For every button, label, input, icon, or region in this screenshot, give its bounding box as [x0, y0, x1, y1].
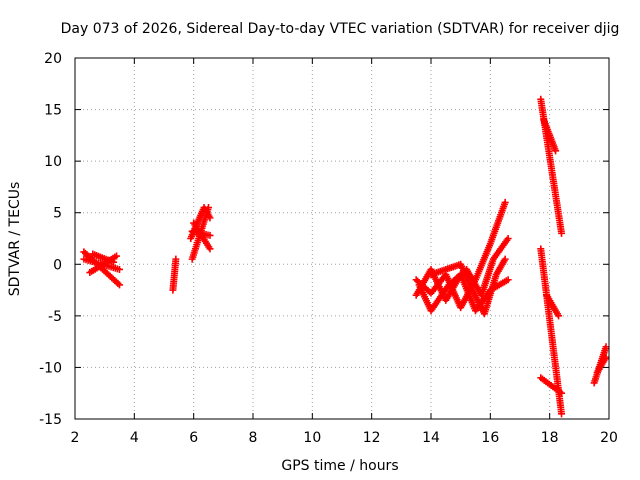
- y-tick-label: 0: [53, 257, 62, 273]
- data-point: [504, 276, 512, 284]
- x-tick-label: 18: [541, 430, 559, 446]
- x-tick-label: 2: [71, 430, 80, 446]
- data-point: [555, 312, 563, 320]
- x-tick-label: 16: [481, 430, 499, 446]
- y-tick-label: -15: [39, 412, 62, 428]
- y-tick-label: 5: [53, 206, 62, 222]
- y-tick-label: 10: [44, 154, 62, 170]
- y-tick-label: 20: [44, 51, 62, 67]
- series-arc-c4: [188, 227, 214, 239]
- series-arc-e1: [537, 95, 566, 237]
- x-tick-label: 14: [422, 430, 440, 446]
- plot-frame: [74, 57, 610, 420]
- y-tick-label: 15: [44, 103, 62, 119]
- series-arc-e3: [537, 245, 566, 418]
- data-point: [206, 214, 214, 222]
- data-point: [602, 343, 610, 351]
- grid-lines: [75, 58, 609, 419]
- data-point: [501, 255, 509, 263]
- data-point: [110, 258, 118, 266]
- x-tick-label: 4: [130, 430, 139, 446]
- chart-title: Day 073 of 2026, Sidereal Day-to-day VTE…: [61, 21, 620, 37]
- x-tick-label: 8: [249, 430, 258, 446]
- data-point: [558, 410, 566, 418]
- data-point: [206, 231, 214, 239]
- data-point: [552, 147, 560, 155]
- series-arc-b1: [169, 255, 180, 294]
- series-arc-f2: [593, 353, 610, 377]
- data-point: [113, 252, 121, 260]
- x-tick-label: 6: [189, 430, 198, 446]
- x-tick-label: 12: [363, 430, 381, 446]
- y-axis-label: SDTVAR / TECUs: [7, 182, 23, 297]
- data-point: [206, 245, 214, 253]
- y-tick-label: -10: [39, 360, 62, 376]
- series-arc-d4: [427, 255, 509, 318]
- data-point: [116, 281, 123, 289]
- data-point: [558, 229, 566, 237]
- data-point: [504, 235, 512, 242]
- series-arc-a4: [89, 250, 118, 266]
- series-arc-e2: [540, 116, 560, 155]
- data-point: [116, 265, 123, 273]
- data-point: [558, 389, 566, 397]
- axis-ticks: 2 4 6 8 10 12 14 16 18 20 -15 -10 -5 0 5 10 15 20: [39, 51, 618, 446]
- series-arc-e4: [543, 291, 563, 320]
- data-point: [602, 353, 610, 361]
- x-axis-label: GPS time / hours: [281, 458, 398, 474]
- x-tick-label: 10: [303, 430, 321, 446]
- data-point: [172, 255, 180, 263]
- series-arc-e5: [537, 374, 566, 397]
- x-tick-label: 20: [600, 430, 618, 446]
- y-tick-label: -5: [48, 309, 62, 325]
- series-arc-d3: [415, 235, 512, 315]
- data-point: [501, 198, 509, 206]
- data-points: [80, 95, 610, 418]
